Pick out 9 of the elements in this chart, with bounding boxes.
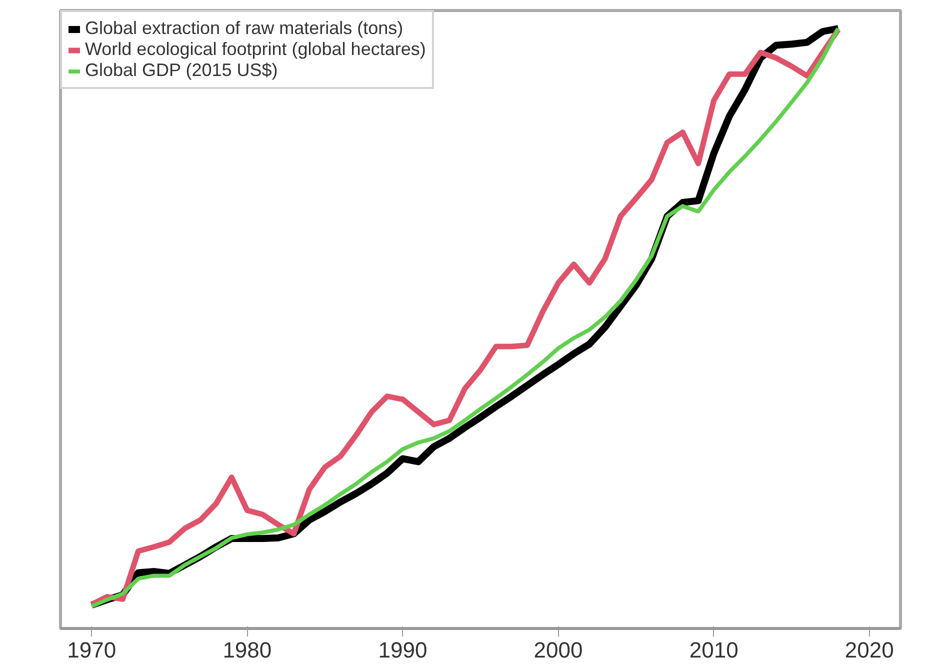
x-tick-label: 2000 [534,638,583,662]
legend-label: World ecological footprint (global hectares) [85,39,426,60]
x-tick-label: 2010 [689,638,738,662]
legend-label: Global GDP (2015 US$) [85,60,278,81]
legend-label: Global extraction of raw materials (tons) [85,18,404,39]
x-tick-label: 1980 [222,638,272,662]
x-tick-label: 2020 [844,638,894,662]
x-tick-label: 1990 [378,638,428,662]
x-tick-label: 1970 [67,638,116,662]
